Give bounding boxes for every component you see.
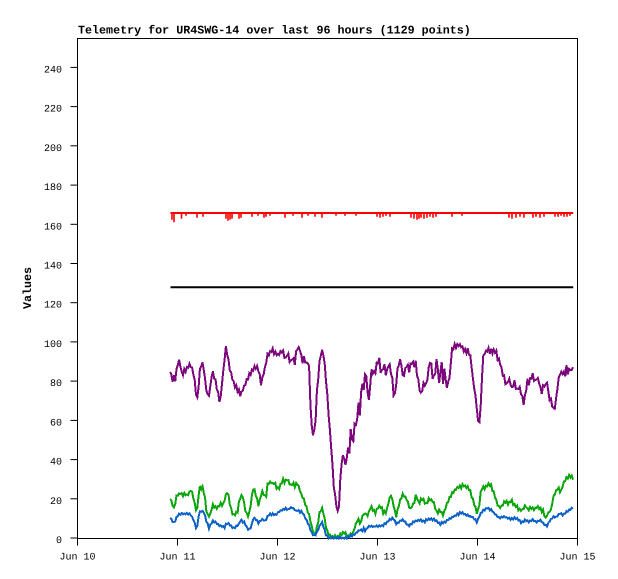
svg-text:40: 40 [50, 458, 62, 469]
svg-text:140: 140 [44, 262, 62, 273]
svg-text:220: 220 [44, 105, 62, 116]
svg-text:Jun 14: Jun 14 [459, 553, 495, 564]
svg-text:20: 20 [50, 497, 62, 508]
svg-text:200: 200 [44, 144, 62, 155]
svg-text:60: 60 [50, 418, 62, 429]
svg-text:100: 100 [44, 340, 62, 351]
svg-text:Jun 13: Jun 13 [359, 553, 395, 564]
svg-text:Telemetry for UR4SWG-14 over l: Telemetry for UR4SWG-14 over last 96 hou… [78, 24, 471, 38]
svg-text:120: 120 [44, 301, 62, 312]
svg-text:Jun 12: Jun 12 [259, 553, 295, 564]
svg-text:160: 160 [44, 222, 62, 233]
svg-text:80: 80 [50, 379, 62, 390]
svg-text:Jun 15: Jun 15 [559, 553, 595, 564]
svg-text:Values: Values [21, 267, 35, 309]
svg-text:240: 240 [44, 65, 62, 76]
svg-text:0: 0 [56, 536, 62, 547]
svg-text:Jun 10: Jun 10 [59, 553, 95, 564]
svg-text:180: 180 [44, 183, 62, 194]
svg-text:Jun 11: Jun 11 [159, 553, 195, 564]
